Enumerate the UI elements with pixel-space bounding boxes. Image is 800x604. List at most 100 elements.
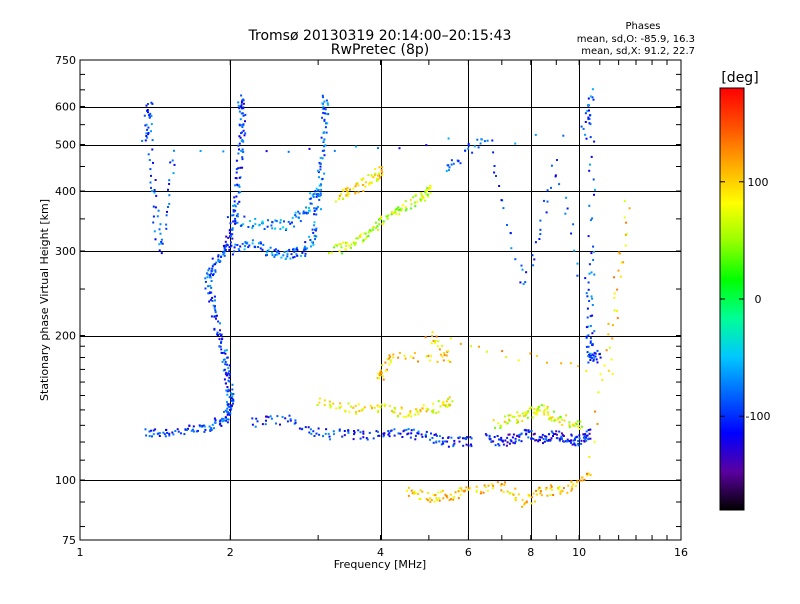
data-point xyxy=(523,429,526,432)
data-point xyxy=(242,129,245,132)
data-point xyxy=(407,428,410,430)
data-point xyxy=(414,194,417,197)
data-point xyxy=(339,402,342,405)
data-point xyxy=(503,421,506,423)
data-point xyxy=(209,274,212,277)
data-point xyxy=(334,243,337,246)
data-point xyxy=(355,411,357,413)
data-point xyxy=(322,96,324,99)
data-point xyxy=(406,489,408,492)
data-point xyxy=(232,204,235,207)
data-point xyxy=(545,439,548,442)
data-point xyxy=(445,495,448,497)
data-point xyxy=(513,415,516,418)
data-point xyxy=(556,159,558,161)
data-point xyxy=(150,114,153,117)
data-point xyxy=(514,487,517,490)
data-point xyxy=(227,403,230,406)
data-point xyxy=(541,433,544,436)
data-point xyxy=(165,214,168,217)
data-point xyxy=(296,249,299,252)
data-point xyxy=(442,401,445,403)
data-point xyxy=(191,428,194,431)
data-point xyxy=(430,499,433,501)
data-point xyxy=(210,272,213,275)
data-point xyxy=(417,360,419,363)
data-point xyxy=(414,434,417,437)
data-point xyxy=(584,121,587,123)
data-point xyxy=(393,211,396,214)
data-point xyxy=(462,444,465,447)
data-point xyxy=(338,250,341,253)
data-point xyxy=(558,485,561,488)
data-point xyxy=(494,444,497,447)
data-point xyxy=(444,403,447,406)
data-point xyxy=(537,406,539,409)
data-point xyxy=(459,493,462,496)
data-point xyxy=(362,430,365,433)
data-point xyxy=(555,433,558,436)
data-point xyxy=(233,196,236,199)
data-point xyxy=(616,288,619,291)
data-point xyxy=(381,375,384,378)
data-point xyxy=(583,478,586,481)
data-point xyxy=(398,351,401,354)
data-point xyxy=(581,425,583,428)
data-point xyxy=(365,235,368,238)
data-point xyxy=(590,252,593,255)
data-point xyxy=(234,243,237,246)
data-point xyxy=(587,334,590,337)
data-point xyxy=(479,492,482,495)
data-point xyxy=(591,217,594,220)
data-point xyxy=(284,417,287,420)
data-point xyxy=(581,479,584,482)
data-point xyxy=(548,416,551,419)
data-point xyxy=(149,181,152,184)
data-point xyxy=(367,235,370,237)
data-point xyxy=(424,435,427,438)
data-point xyxy=(575,436,578,438)
data-point xyxy=(447,349,449,352)
data-point xyxy=(211,267,214,270)
data-point xyxy=(289,419,292,422)
data-point xyxy=(362,239,365,242)
data-point xyxy=(564,212,567,215)
data-point xyxy=(440,490,443,493)
data-point xyxy=(266,225,269,228)
data-point xyxy=(241,166,244,169)
data-point xyxy=(520,440,523,443)
data-point xyxy=(366,438,369,441)
data-point xyxy=(244,241,247,244)
data-point xyxy=(493,436,496,438)
data-point xyxy=(587,325,590,328)
data-point xyxy=(570,439,573,442)
data-point xyxy=(586,307,589,310)
colorbar-tick-label: 100 xyxy=(748,176,769,189)
data-point xyxy=(335,407,338,410)
data-point xyxy=(228,373,231,375)
data-point xyxy=(316,404,319,406)
data-point xyxy=(438,499,441,502)
data-point xyxy=(375,227,378,229)
data-point xyxy=(519,281,522,284)
data-point xyxy=(592,178,595,181)
data-point xyxy=(218,345,221,348)
data-point xyxy=(585,335,588,338)
data-point xyxy=(219,419,222,422)
data-point xyxy=(348,410,351,413)
data-point xyxy=(238,185,241,188)
data-point xyxy=(616,317,619,320)
data-point xyxy=(197,429,199,432)
data-point xyxy=(588,272,591,275)
data-point xyxy=(289,418,292,421)
data-point xyxy=(559,492,562,495)
data-point xyxy=(376,377,379,379)
data-point xyxy=(427,187,430,190)
phase-stats-x: mean, sd,X: 91.2, 22.7 xyxy=(581,46,695,57)
data-point xyxy=(199,150,202,152)
data-point xyxy=(443,354,446,357)
data-point xyxy=(551,488,554,491)
data-point xyxy=(414,193,417,196)
data-point xyxy=(234,205,237,208)
data-point xyxy=(436,345,439,348)
